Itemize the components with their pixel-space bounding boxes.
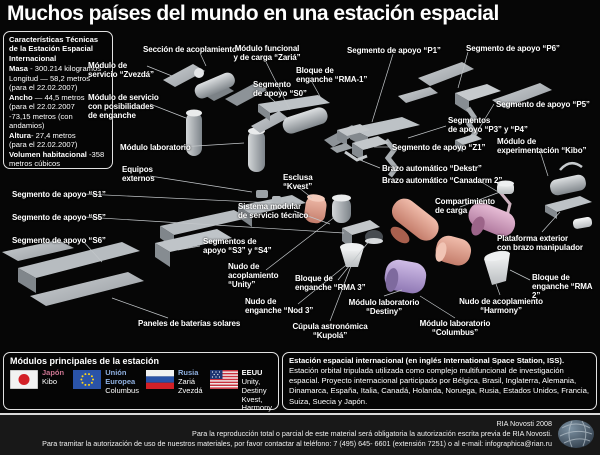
iss-description-lead: Estación espacial internacional (en ingl… bbox=[289, 356, 565, 365]
label-equipos-externos: Equipos externos bbox=[122, 165, 155, 184]
spec-ancho-fecha: (para el 22.02.2007 bbox=[9, 102, 75, 112]
label-bloque-rma3: Bloque de enganche “RMA 3” bbox=[295, 274, 366, 293]
label-plataforma-exterior: Plataforma exterior con brazo manipulado… bbox=[497, 234, 583, 253]
legend-entry-eu: Unión Europea Columbus bbox=[73, 368, 139, 413]
usa-flag-icon bbox=[209, 370, 238, 389]
module-kupola bbox=[340, 243, 364, 267]
label-segmento-p5: Segmento de apoyo “P5” bbox=[496, 100, 590, 109]
block-rma2 bbox=[484, 250, 510, 285]
spec-longitud: Longitud — 58,2 metros bbox=[9, 73, 91, 83]
label-connectors bbox=[81, 51, 561, 322]
equipos-externos bbox=[256, 190, 281, 203]
module-servicio-enganche bbox=[186, 109, 202, 156]
label-modulo-destiny: Módulo laboratorio “Destiny” bbox=[348, 298, 420, 317]
legend-entry-russia: Rusia Zariá Zvezdá bbox=[145, 368, 203, 413]
spec-longitud-fecha: (para el 22.02.2007) bbox=[9, 83, 78, 93]
label-nudo-nod3: Nudo de enganche “Nod 3” bbox=[245, 297, 314, 316]
spec-volumen: Volumen habitacional -358 metros cúbicos bbox=[9, 149, 105, 169]
module-unity bbox=[332, 194, 351, 223]
label-nudo-unity: Nudo de acoplamiento “Unity” bbox=[228, 262, 279, 290]
module-carga-grande bbox=[390, 198, 439, 244]
footer-credits: RIA Novosti 2008 Para la reproducción to… bbox=[42, 419, 552, 449]
spec-ancho-andamios: -73,15 metros (con andamios) bbox=[9, 111, 73, 131]
module-kibo bbox=[497, 161, 593, 229]
truss-s0 bbox=[258, 95, 330, 121]
module-zvezda bbox=[163, 64, 267, 106]
label-segmentos-p3-p4: Segmentos de apoyo “P3” y “P4” bbox=[448, 116, 528, 135]
footer-reproduction-notice: Para la reproducción total o parcial de … bbox=[192, 429, 552, 439]
label-modulo-kibo: Módulo de experimentación “Kibo” bbox=[497, 137, 587, 156]
truss-z1 bbox=[330, 124, 389, 161]
label-modulo-zaria: Módulo funcional y de carga “Zariá” bbox=[233, 44, 301, 63]
module-lavanda bbox=[384, 259, 427, 294]
label-segmento-p6: Segmento de apoyo “P6” bbox=[466, 44, 560, 53]
label-segmentos-s3-s4: Segmentos de apoyo “S3” y “S4” bbox=[203, 237, 272, 256]
label-compartimiento-carga: Compartimiento de carga bbox=[435, 197, 495, 216]
iss-description-box: Estación espacial internacional (en ingl… bbox=[282, 352, 597, 410]
russia-flag-icon bbox=[145, 370, 174, 389]
arm-dekstr bbox=[344, 150, 368, 162]
label-modulo-laboratorio: Módulo laboratorio bbox=[120, 143, 191, 152]
modules-legend-title: Módulos principales de la estación bbox=[10, 356, 160, 366]
label-modulo-columbus: Módulo laboratorio “Columbus” bbox=[419, 319, 491, 338]
page-title: Muchos países del mundo en una estación … bbox=[7, 2, 499, 25]
legend-entry-japan: Japón Kibo bbox=[10, 368, 66, 413]
label-modulo-zvezda: Módulo de servicio “Zvezdá” bbox=[88, 61, 154, 80]
truss-s1 bbox=[160, 195, 306, 248]
label-bloque-rma1: Bloque de enganche “RMA-1” bbox=[296, 66, 368, 85]
label-brazo-dekstr: Brazo automático “Dekstr” bbox=[382, 164, 482, 173]
label-segmento-s0: Segmento de apoyo “S0” bbox=[253, 80, 307, 99]
module-carga-pequeno bbox=[435, 235, 472, 266]
label-brazo-canadarm2: Brazo automático “Canadarm 2” bbox=[382, 176, 503, 185]
legend-entry-usa: EEUU Unity, Destiny Kvest, Harmony bbox=[209, 368, 272, 413]
truss-s6 bbox=[2, 240, 144, 306]
module-laboratorio bbox=[248, 127, 265, 172]
block-rma3 bbox=[365, 230, 383, 244]
spec-ancho: Ancho — 44,5 metros bbox=[9, 92, 85, 102]
label-segmento-s6: Segmento de apoyo “S6” bbox=[12, 236, 106, 245]
truss-p6 bbox=[418, 62, 552, 142]
spec-altura: Altura- 27,4 metros bbox=[9, 130, 76, 140]
footer: RIA Novosti 2008 Para la reproducción to… bbox=[0, 413, 600, 455]
label-segmento-p1: Segmento de apoyo “P1” bbox=[347, 46, 441, 55]
label-esclusa-kvest: Esclusa “Kvest” bbox=[283, 173, 313, 192]
modules-legend-box: Módulos principales de la estación Japón… bbox=[3, 352, 279, 413]
truss-p5 bbox=[455, 134, 482, 152]
tech-specs-box: Características Técnicas de la Estación … bbox=[3, 31, 113, 169]
label-segmento-s5: Segmento de apoyo “S5” bbox=[12, 213, 106, 222]
module-rosa bbox=[468, 202, 516, 237]
label-seccion-acoplamiento: Sección de acoplamiento bbox=[143, 45, 237, 54]
spec-altura-fecha: (para el 22.02.2007) bbox=[9, 140, 78, 150]
tech-specs-title: Características Técnicas de la Estación … bbox=[9, 35, 99, 63]
truss-s3-s4 bbox=[155, 229, 232, 267]
label-cupula-kupola: Cúpula astronómica “Kupolá” bbox=[292, 322, 368, 341]
japan-flag-icon bbox=[10, 370, 38, 389]
footer-copyright: RIA Novosti 2008 bbox=[496, 419, 552, 428]
ria-novosti-globe-icon bbox=[558, 420, 594, 448]
label-nudo-harmony: Nudo de acoplamiento “Harmony” bbox=[459, 297, 543, 316]
label-sistema-modular: Sistema modular de servicio técnico bbox=[238, 202, 309, 221]
footer-contact-info: Para tramitar la autorización de uso de … bbox=[42, 439, 552, 449]
spec-masa: Masa - 300.214 kilogramos bbox=[9, 64, 102, 74]
eu-flag-icon bbox=[73, 370, 102, 389]
label-segmento-z1: Segmento de apoyo “Z1” bbox=[392, 143, 486, 152]
label-segmento-s1: Segmento de apoyo “S1” bbox=[12, 190, 106, 199]
label-modulo-servicio-enganche: Módulo de servicio con posibilidades de … bbox=[88, 93, 159, 121]
label-paneles-solares: Paneles de baterías solares bbox=[138, 319, 241, 328]
label-bloque-rma2: Bloque de enganche “RMA 2” bbox=[532, 273, 593, 301]
iss-description-text: Estación orbital tripulada utilizada com… bbox=[289, 366, 589, 406]
